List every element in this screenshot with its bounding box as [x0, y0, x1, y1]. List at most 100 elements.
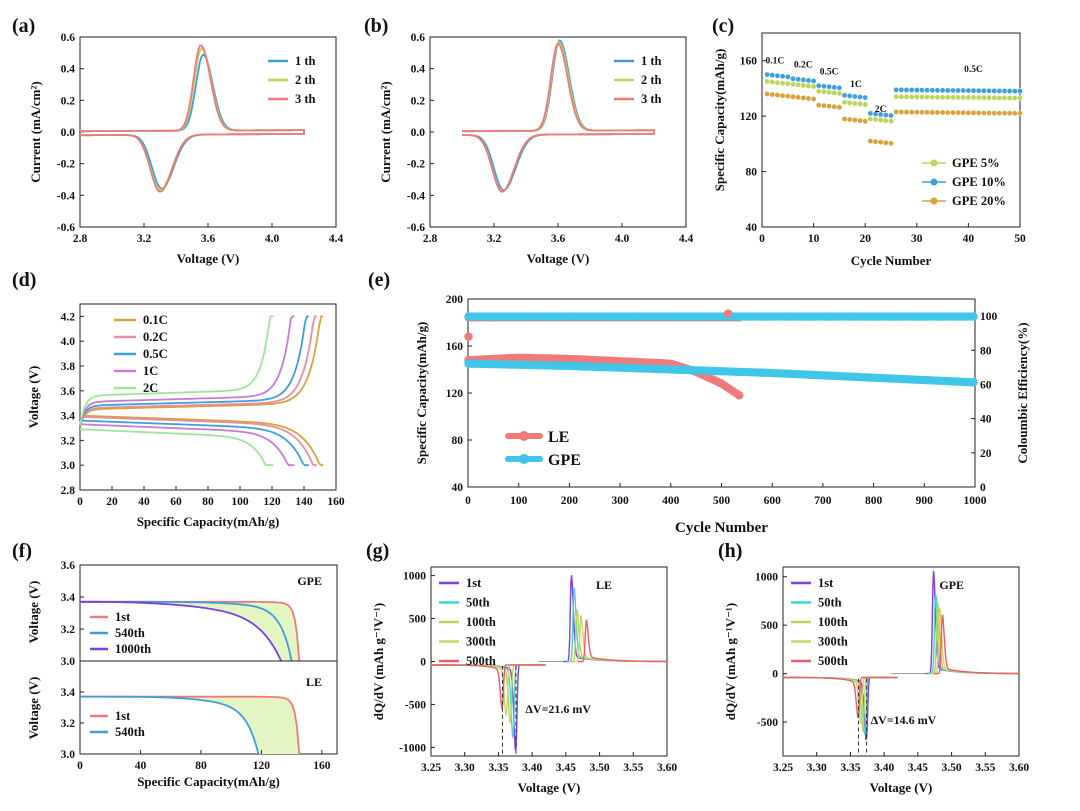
panel-c-point-GPE5	[986, 94, 992, 101]
panel-d-xtick-label: 120	[263, 496, 281, 508]
panel-a-ylabel: Current (mA/cm²)	[28, 81, 43, 183]
panel-b-ylabel: Current (mA/cm²)	[378, 81, 393, 183]
panel-c-point-GPE10	[898, 87, 905, 93]
panel-b-legend-0-label: 1 th	[641, 54, 662, 68]
panel-c-point-GPE10	[779, 73, 786, 80]
panel-g-ytick-label: -1000	[399, 742, 426, 754]
panel-c-legend-marker	[930, 197, 938, 205]
panel-c-point-GPE10	[769, 72, 776, 78]
panel-b-ytick-label: 0.0	[411, 127, 426, 139]
panel-c-point-GPE5	[790, 81, 796, 88]
panel-c-point-GPE20	[1001, 110, 1008, 116]
panel-c-point-GPE10	[846, 93, 853, 99]
panel-c-point-GPE5	[831, 90, 838, 96]
panel-c-point-GPE5	[903, 94, 910, 100]
panel-f-xtick-label: 0	[77, 760, 83, 772]
panel-b-ytick-label: -0.4	[407, 190, 425, 202]
panel-c-point-GPE5	[955, 94, 961, 101]
panel-h-ox-curve-500th	[934, 614, 1019, 675]
panel-g-xtick-label: 3.45	[556, 762, 576, 774]
panel-e-y2tick-label: 20	[980, 448, 992, 460]
panel-a-ytick-label: 0.2	[61, 95, 76, 107]
panel-c-point-GPE20	[898, 109, 905, 115]
panel-e-efficiency-outlier	[723, 309, 733, 318]
panel-c-point-GPE10	[960, 87, 967, 94]
panel-c-legend-marker	[930, 178, 938, 186]
panel-g-xtick-label: 3.40	[522, 762, 542, 774]
panel-d-charge-0.1C	[79, 315, 324, 426]
panel-e-xtick-label: 200	[561, 495, 579, 507]
panel-d-discharge-0.5C	[80, 419, 309, 467]
panel-c-point-GPE20	[893, 109, 899, 115]
panel-c-point-GPE5	[981, 94, 987, 101]
panel-c-legend-label: GPE 20%	[952, 194, 1006, 208]
panel-f-LE-legend-0-label: 1st	[115, 709, 131, 723]
panel-d-charge-2C	[79, 315, 274, 426]
panel-a-curve-1th	[80, 53, 305, 190]
panel-c-point-GPE20	[908, 109, 915, 115]
panel-c-point-GPE20	[955, 109, 961, 116]
panel-c-xtick-label: 50	[1014, 233, 1026, 245]
panel-e-ytick-label: 160	[446, 341, 464, 353]
panel-c-point-GPE10	[929, 87, 936, 94]
panel-c-point-GPE20	[790, 93, 796, 100]
panel-a-xtick-label: 3.6	[201, 233, 216, 245]
panel-a-legend-0-label: 1 th	[295, 54, 316, 68]
panel-c-point-GPE20	[769, 91, 776, 98]
panel-g-label: (g)	[366, 540, 389, 562]
panel-f-LE-curve-540th	[79, 695, 260, 755]
panel-c-point-GPE10	[996, 88, 1003, 94]
panel-c-point-GPE20	[944, 109, 951, 116]
panel-c-frame	[761, 32, 1021, 228]
panel-c-point-GPE20	[975, 110, 982, 116]
panel-c-point-GPE20	[764, 91, 770, 97]
panel-f-ylabel-top: Voltage (V)	[26, 581, 41, 644]
panel-d-discharge-2C	[79, 428, 274, 467]
panel-e-xtick-label: 800	[865, 495, 883, 507]
panel-d-charge-1C	[79, 315, 295, 426]
panel-b-legend-2-label: 3 th	[641, 92, 662, 106]
panel-d-ytick-label: 4.0	[61, 336, 76, 348]
panel-h-xtick-label: 3.40	[874, 762, 894, 774]
panel-d-ytick-label: 3.2	[61, 435, 76, 447]
panel-c-point-GPE20	[862, 118, 869, 124]
panel-d-xtick-label: 60	[170, 496, 182, 508]
panel-e-xtick-label: 100	[510, 495, 528, 507]
panel-c-point-GPE10	[831, 84, 838, 91]
panel-h-ytick-label: -500	[757, 717, 778, 729]
panel-e-efficiency-point-GPE	[969, 312, 978, 321]
panel-c-point-GPE20	[981, 110, 987, 116]
panel-c-legend-label: GPE 10%	[952, 175, 1006, 189]
panel-e-ytick-label: 120	[446, 388, 464, 400]
panel-a-xtick-label: 4.0	[265, 233, 280, 245]
panel-h-xlabel: Voltage (V)	[870, 780, 933, 795]
panel-a-legend-1-label: 2 th	[295, 73, 316, 87]
panel-e-y2tick-label: 0	[980, 482, 986, 494]
panel-e-frame	[467, 298, 976, 488]
panel-c-point-GPE10	[1001, 88, 1008, 94]
panel-e-y2label: Coloumbic Efficiency(%)	[1015, 322, 1030, 463]
panel-c-point-GPE20	[965, 109, 972, 116]
panel-g-xtick-label: 3.60	[657, 762, 677, 774]
panel-c-point-GPE10	[815, 82, 822, 89]
panel-h-red-curve-500th	[783, 676, 898, 719]
panel-f-LE-ytick-label: 3.4	[61, 687, 76, 699]
panel-c-point-GPE10	[795, 76, 801, 83]
panel-d-xtick-label: 160	[327, 496, 345, 508]
panel-f-LE-ytick-label: 3.2	[61, 718, 76, 730]
panel-c-point-GPE10	[790, 75, 796, 82]
panel-c-point-GPE10	[826, 83, 832, 90]
panel-g-legend-1-label: 50th	[466, 596, 490, 610]
panel-c-point-GPE10	[924, 87, 930, 93]
panel-c-point-GPE10	[800, 77, 807, 83]
panel-c-point-GPE20	[821, 102, 827, 109]
panel-c-point-GPE5	[779, 80, 786, 86]
panel-c-point-GPE5	[769, 79, 776, 85]
panel-c-ylabel: Specific Capacity(mAh/g)	[712, 49, 727, 192]
panel-f-GPE-ytick-label: 3.2	[61, 624, 76, 636]
panel-h-red-curve-1st	[783, 676, 898, 741]
panel-f-GPE-tag: GPE	[297, 574, 322, 588]
panel-c-legend-marker	[930, 159, 938, 167]
panel-e-xtick-label: 0	[465, 495, 471, 507]
